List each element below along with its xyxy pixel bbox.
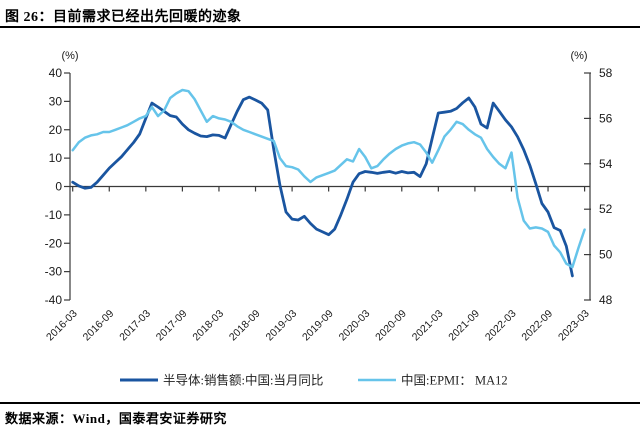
legend: 半导体:销售额:中国:当月同比 中国:EPMI： MA12: [120, 373, 508, 388]
figure-header: 图 26：目前需求已经出先回暖的迹象: [0, 0, 640, 28]
x-axis-tick-label: 2017-03: [117, 308, 153, 344]
chart-canvas: (%) (%) 半导体:销售额:中国:当月同比 中国:EPMI： MA12 40…: [44, 50, 613, 388]
left-axis-tick-label: -40: [45, 293, 63, 307]
right-axis-tick-label: 50: [599, 248, 613, 262]
x-axis-tick-label: 2022-09: [519, 308, 555, 344]
left-axis-tick-label: 0: [55, 180, 62, 194]
right-axis-tick-label: 58: [599, 66, 613, 80]
legend-label-epmi: 中国:EPMI： MA12: [401, 373, 508, 388]
x-axis-tick-label: 2018-09: [227, 308, 263, 344]
left-axis-tick-label: -20: [45, 236, 63, 250]
x-axis-tick-label: 2020-03: [337, 308, 373, 344]
left-axis-tick-label: 40: [49, 66, 63, 80]
x-axis-tick-label: 2016-03: [44, 308, 80, 344]
china-epmi-ma12-line: [71, 88, 586, 269]
x-axis-tick-label: 2016-09: [81, 308, 117, 344]
left-axis-tick-label: -30: [45, 265, 63, 279]
figure-title: 图 26：目前需求已经出先回暖的迹象: [5, 10, 242, 25]
left-axis-unit-label: (%): [61, 50, 78, 62]
semiconductor-sales-yoy-line: [71, 95, 574, 278]
right-axis-tick-label: 48: [599, 293, 613, 307]
left-axis-tick-label: 10: [49, 151, 63, 165]
left-axis-tick-label: 30: [49, 94, 63, 108]
right-axis-unit-label: (%): [570, 50, 587, 62]
data-source-note: 数据来源：Wind，国泰君安证券研究: [5, 411, 227, 426]
x-axis-tick-label: 2021-03: [410, 308, 446, 344]
x-axis-tick-label: 2017-09: [154, 308, 190, 344]
x-axis-tick-label: 2023-03: [556, 308, 592, 344]
right-axis-tick-label: 52: [599, 202, 613, 216]
x-axis-tick-label: 2022-03: [483, 308, 519, 344]
figure-footer: 数据来源：Wind，国泰君安证券研究: [0, 402, 640, 431]
left-axis-tick-label: 20: [49, 123, 63, 137]
right-axis-tick-label: 56: [599, 111, 613, 125]
x-axis-tick-label: 2018-03: [190, 308, 226, 344]
x-axis-tick-label: 2019-03: [263, 308, 299, 344]
legend-label-semiconductor: 半导体:销售额:中国:当月同比: [163, 373, 323, 388]
x-axis-tick-label: 2020-09: [373, 308, 409, 344]
left-axis-tick-label: -10: [45, 208, 63, 222]
x-axis-tick-label: 2019-09: [300, 308, 336, 344]
x-axis-tick-label: 2021-09: [446, 308, 482, 344]
right-axis-tick-label: 54: [599, 157, 613, 171]
